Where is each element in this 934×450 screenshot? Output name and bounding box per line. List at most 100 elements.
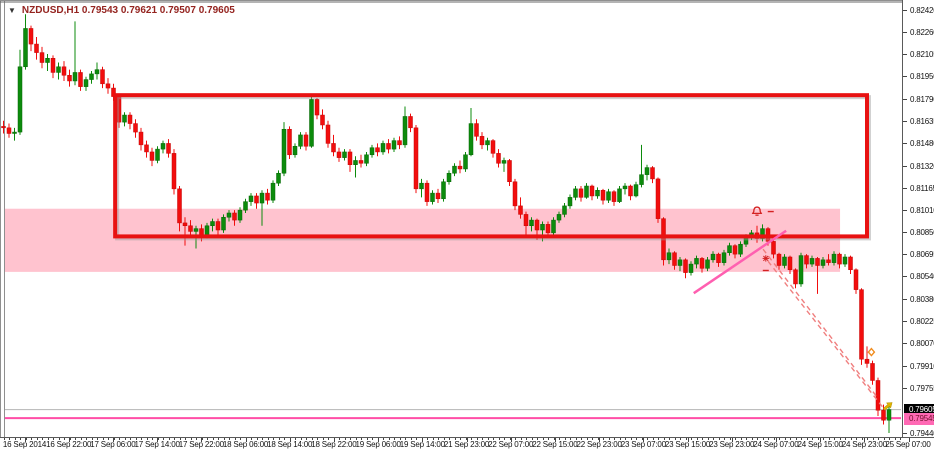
time-minor-tick — [597, 438, 599, 440]
time-minor-tick — [421, 438, 423, 440]
time-minor-tick — [119, 438, 120, 440]
time-minor-tick — [658, 438, 659, 440]
time-minor-tick — [729, 438, 731, 440]
consolidation-rectangle[interactable] — [113, 93, 871, 241]
time-minor-tick — [25, 438, 27, 440]
time-minor-tick — [185, 438, 186, 440]
price-tick-mark — [903, 76, 907, 78]
projection-dashed-line-1[interactable] — [762, 248, 878, 398]
time-minor-tick — [256, 438, 258, 440]
time-minor-tick — [163, 438, 164, 440]
time-minor-tick — [207, 438, 208, 440]
time-minor-tick — [680, 438, 681, 440]
time-major-tick — [68, 438, 70, 442]
time-minor-tick — [377, 438, 379, 440]
time-tick-label: 16 Sep 2014 — [2, 440, 47, 449]
diamond-marker-icon[interactable] — [867, 347, 876, 357]
time-minor-tick — [790, 438, 791, 440]
time-minor-tick — [80, 438, 82, 440]
time-major-tick — [643, 438, 645, 442]
time-minor-tick — [91, 438, 93, 440]
time-minor-tick — [42, 438, 43, 440]
time-tick-label: 22 Sep 07:00 — [488, 440, 534, 449]
time-minor-tick — [735, 438, 736, 440]
time-minor-tick — [586, 438, 588, 440]
time-minor-tick — [20, 438, 21, 440]
time-minor-tick — [47, 438, 49, 440]
time-minor-tick — [548, 438, 549, 440]
time-minor-tick — [861, 438, 863, 440]
price-tick-mark — [903, 32, 907, 34]
time-minor-tick — [174, 438, 175, 440]
time-tick-label: 18 Sep 14:00 — [267, 440, 313, 449]
time-minor-tick — [570, 438, 571, 440]
time-minor-tick — [58, 438, 60, 440]
time-minor-tick — [559, 438, 560, 440]
time-minor-tick — [124, 438, 126, 440]
time-minor-tick — [795, 438, 797, 440]
time-minor-tick — [372, 438, 373, 440]
price-tick-mark — [903, 343, 907, 345]
time-tick-label: 17 Sep 22:00 — [178, 440, 224, 449]
time-minor-tick — [130, 438, 131, 440]
time-major-tick — [289, 438, 291, 442]
time-minor-tick — [427, 438, 428, 440]
time-minor-tick — [3, 438, 5, 440]
price-tick-mark — [903, 187, 907, 189]
price-tick-label: 0.80695 — [910, 250, 934, 260]
time-tick-label: 23 Sep 07:00 — [620, 440, 666, 449]
sell-marker-icon[interactable] — [762, 255, 769, 262]
time-minor-tick — [872, 438, 874, 440]
line-price-tag: 0.79545 — [904, 412, 934, 425]
time-major-tick — [112, 438, 114, 442]
time-minor-tick — [196, 438, 197, 440]
time-minor-tick — [454, 438, 456, 440]
chevron-down-icon[interactable]: ▼ — [8, 6, 16, 15]
time-minor-tick — [647, 438, 648, 440]
chart-header: ▼ NZDUSD,H1 0.79543 0.79621 0.79507 0.79… — [8, 5, 235, 16]
time-minor-tick — [410, 438, 412, 440]
time-minor-tick — [498, 438, 500, 440]
time-tick-label: 19 Sep 06:00 — [355, 440, 401, 449]
time-minor-tick — [339, 438, 340, 440]
time-tick-label: 18 Sep 22:00 — [311, 440, 357, 449]
time-minor-tick — [361, 438, 362, 440]
price-tick-mark — [903, 276, 907, 278]
time-minor-tick — [273, 438, 274, 440]
time-minor-tick — [223, 438, 225, 440]
time-minor-tick — [839, 438, 841, 440]
time-minor-tick — [828, 438, 830, 440]
time-minor-tick — [856, 438, 857, 440]
price-tick-label: 0.79440 — [910, 428, 934, 438]
time-minor-tick — [405, 438, 406, 440]
time-minor-tick — [399, 438, 401, 440]
time-major-tick — [599, 438, 601, 442]
bid-price-tag: 0.79605 — [904, 403, 934, 416]
time-minor-tick — [295, 438, 296, 440]
time-minor-tick — [724, 438, 725, 440]
time-tick-label: 24 Sep 15:00 — [797, 440, 843, 449]
time-minor-tick — [630, 438, 632, 440]
time-minor-tick — [625, 438, 626, 440]
time-minor-tick — [669, 438, 670, 440]
time-tick-label: 21 Sep 23:00 — [443, 440, 490, 449]
time-tick-label: 22 Sep 23:00 — [576, 440, 622, 449]
time-minor-tick — [773, 438, 775, 440]
cursor-arrow-icon[interactable] — [882, 400, 894, 412]
ascending-trendline[interactable] — [693, 229, 787, 295]
time-minor-tick — [531, 438, 533, 440]
time-major-tick — [775, 438, 777, 442]
time-minor-tick — [740, 438, 742, 440]
time-tick-label: 16 Sep 22:00 — [46, 440, 92, 449]
time-axis[interactable]: 16 Sep 2014 16 Sep 22:00 17 Sep 06:00 17 Se… — [0, 437, 934, 450]
alert-bell-icon[interactable] — [751, 206, 763, 216]
time-minor-tick — [746, 438, 747, 440]
time-minor-tick — [355, 438, 357, 440]
projection-dashed-line-2[interactable] — [767, 260, 885, 410]
time-minor-tick — [460, 438, 461, 440]
